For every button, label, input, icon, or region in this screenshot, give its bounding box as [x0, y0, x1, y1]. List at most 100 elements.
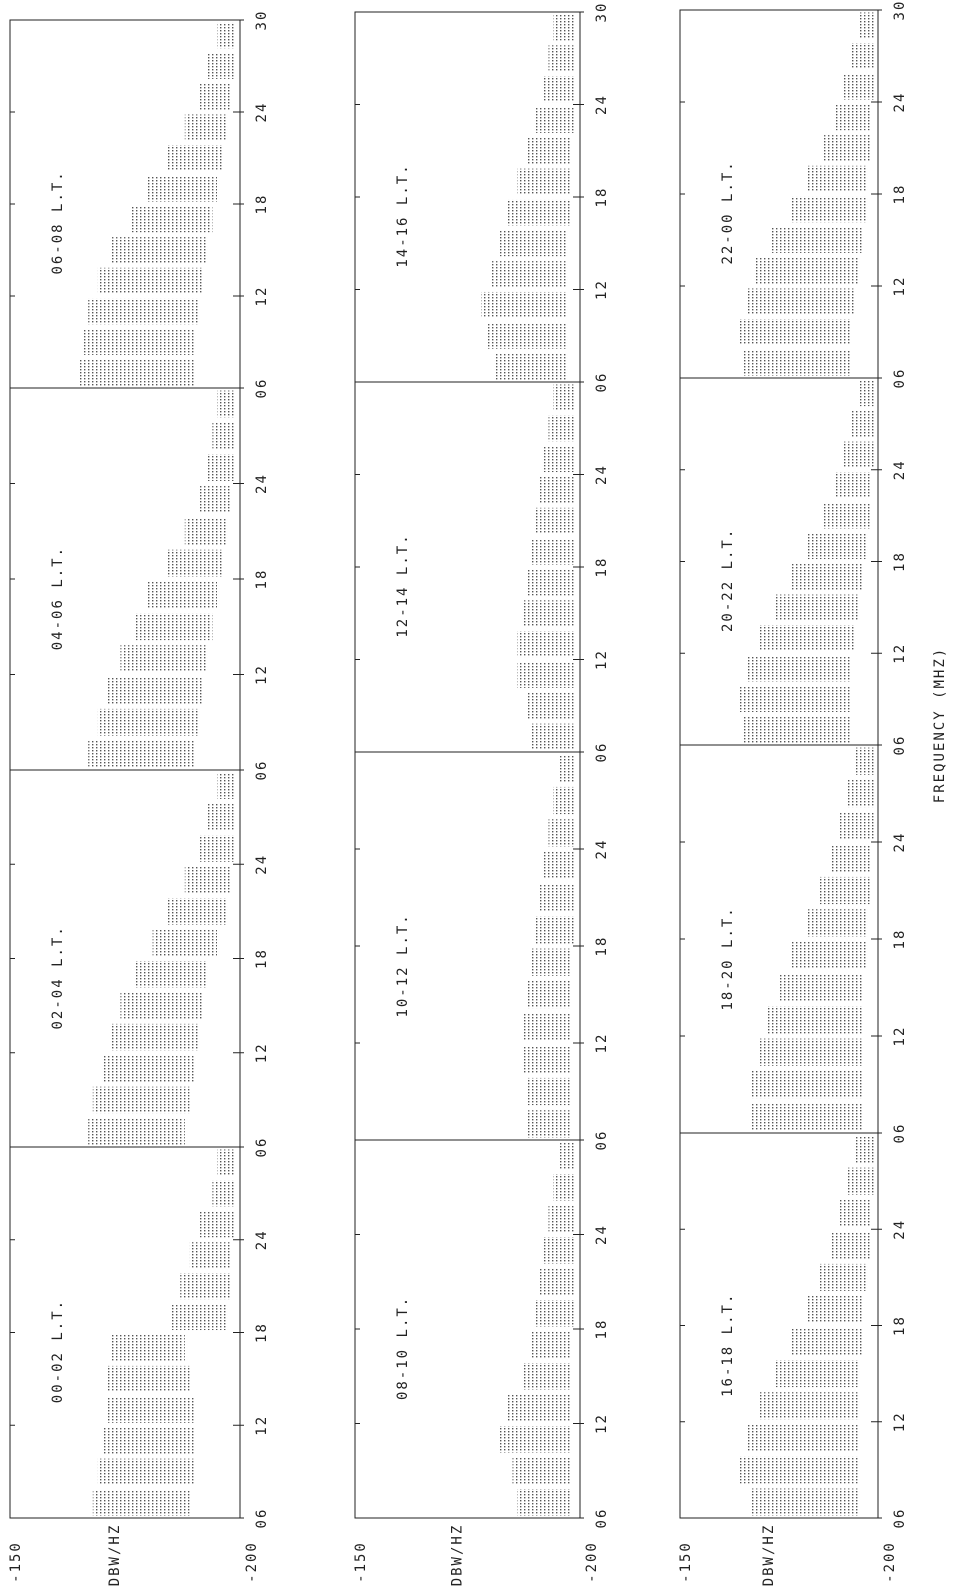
x-tick-label: 18: [594, 557, 610, 578]
x-tick-label: 12: [892, 276, 908, 297]
range-band: [775, 594, 859, 621]
range-band: [526, 1077, 571, 1106]
range-band: [739, 1456, 859, 1484]
range-band: [166, 145, 222, 171]
panel-title: 20-22 L.T.: [720, 528, 736, 632]
y-tick-label: -150: [8, 1541, 24, 1583]
range-band: [120, 992, 204, 1019]
range-band: [553, 384, 576, 411]
y-axis-label: DBW/HZ: [107, 1524, 123, 1586]
x-tick-label: 12: [892, 643, 908, 664]
range-band: [88, 1118, 185, 1145]
panel-title: 10-12 L.T.: [395, 913, 411, 1017]
range-band: [526, 980, 571, 1009]
range-band: [557, 754, 576, 782]
y-tick-label: -200: [244, 1541, 260, 1583]
range-band: [771, 227, 863, 253]
x-tick-label: 30: [594, 2, 610, 23]
x-axis-label: FREQUENCY (MHZ): [932, 647, 948, 803]
range-band: [553, 1174, 576, 1201]
range-band: [842, 73, 875, 100]
x-tick-label: 24: [892, 459, 908, 480]
range-band: [850, 43, 875, 69]
range-band: [751, 1488, 859, 1516]
range-band: [553, 14, 576, 41]
range-band: [806, 533, 867, 560]
x-tick-label: 06: [594, 372, 610, 393]
range-band: [499, 1426, 571, 1453]
y-tick-label: -150: [353, 1541, 369, 1583]
range-band: [751, 1070, 863, 1099]
range-band: [779, 973, 863, 1002]
x-tick-label: 12: [892, 1026, 908, 1047]
range-band: [102, 1055, 194, 1082]
range-band: [755, 257, 859, 284]
range-band: [535, 1300, 576, 1327]
x-tick-label: 24: [892, 832, 908, 853]
range-band: [494, 353, 567, 380]
range-band: [499, 230, 567, 257]
range-band: [790, 941, 867, 969]
range-band: [544, 1237, 576, 1264]
range-band: [148, 175, 217, 202]
range-band: [526, 1110, 571, 1138]
panel-title: 06-08 L.T.: [50, 170, 66, 274]
range-band: [166, 549, 222, 577]
range-band: [806, 165, 867, 192]
range-band: [838, 1199, 871, 1227]
x-tick-label: 06: [594, 1130, 610, 1151]
range-band: [134, 961, 208, 988]
x-tick-label: 24: [594, 839, 610, 860]
range-band: [166, 898, 227, 925]
x-tick-label: 12: [254, 286, 270, 307]
x-tick-label: 30: [254, 10, 270, 31]
range-band: [548, 415, 576, 442]
range-band: [548, 819, 576, 847]
range-band: [517, 1489, 571, 1516]
range-band: [184, 114, 227, 141]
range-band: [739, 319, 851, 345]
panel-title: 00-02 L.T.: [50, 1299, 66, 1403]
range-band: [751, 1103, 863, 1131]
y-tick-label: -200: [882, 1541, 898, 1583]
range-band: [106, 1365, 190, 1392]
range-band: [521, 1045, 571, 1073]
panel-title: 12-14 L.T.: [395, 533, 411, 637]
range-band: [526, 692, 576, 719]
range-band: [198, 1211, 236, 1238]
range-band: [92, 1489, 190, 1516]
range-band: [106, 677, 204, 704]
plot-frame: [9, 19, 241, 1519]
x-tick-label: 12: [594, 649, 610, 670]
range-band: [508, 1394, 571, 1421]
range-band: [521, 600, 576, 627]
x-tick-label: 24: [594, 1224, 610, 1245]
range-band: [850, 411, 875, 437]
range-band: [521, 1013, 571, 1041]
range-band: [790, 563, 863, 590]
x-tick-label: 30: [892, 0, 908, 20]
y-axis-label: DBW/HZ: [450, 1524, 466, 1586]
range-band: [526, 137, 571, 164]
range-band: [759, 625, 855, 651]
range-band: [207, 454, 236, 481]
x-tick-label: 06: [254, 378, 270, 399]
range-band: [747, 655, 851, 682]
panel-title: 14-16 L.T.: [395, 163, 411, 267]
range-band: [743, 349, 851, 376]
range-band: [97, 1458, 194, 1485]
range-band: [212, 422, 236, 450]
range-band: [97, 708, 199, 736]
range-band: [517, 661, 576, 688]
range-band: [846, 1167, 875, 1195]
range-band: [517, 631, 576, 658]
range-band: [217, 772, 236, 799]
range-band: [548, 45, 576, 72]
x-tick-label: 06: [254, 1137, 270, 1158]
range-band: [180, 1273, 231, 1300]
range-band: [830, 1231, 871, 1259]
range-band: [544, 851, 576, 879]
range-band: [217, 390, 236, 418]
range-band: [739, 686, 851, 712]
range-band: [134, 613, 213, 641]
